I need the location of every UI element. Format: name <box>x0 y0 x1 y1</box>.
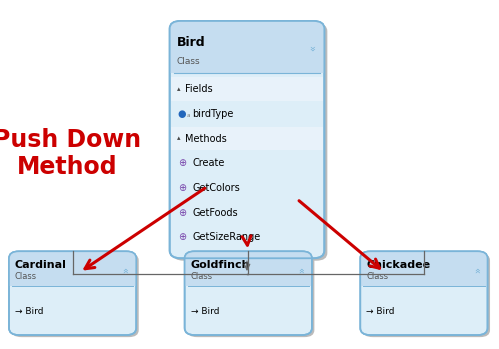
Text: ▴: ▴ <box>177 86 180 92</box>
Bar <box>9 269 136 287</box>
FancyBboxPatch shape <box>187 253 314 337</box>
Text: Cardinal: Cardinal <box>15 260 67 270</box>
FancyBboxPatch shape <box>170 21 324 73</box>
Text: ●: ● <box>178 109 187 119</box>
Text: ⊕: ⊕ <box>178 208 186 217</box>
FancyBboxPatch shape <box>11 253 139 337</box>
Text: → Bird: → Bird <box>15 307 43 316</box>
Text: Fields: Fields <box>185 84 212 94</box>
Text: »: » <box>121 267 131 273</box>
FancyBboxPatch shape <box>9 251 136 335</box>
Text: Class: Class <box>191 272 213 281</box>
FancyBboxPatch shape <box>363 253 490 337</box>
Text: Class: Class <box>177 57 200 66</box>
FancyBboxPatch shape <box>173 23 327 261</box>
Text: GetColors: GetColors <box>193 183 241 193</box>
Text: a: a <box>186 113 190 118</box>
Text: ⊕: ⊕ <box>178 232 186 242</box>
Bar <box>360 269 488 287</box>
Text: «: « <box>308 45 318 51</box>
FancyBboxPatch shape <box>185 251 312 335</box>
FancyBboxPatch shape <box>185 251 312 287</box>
FancyBboxPatch shape <box>170 21 324 258</box>
Bar <box>185 269 312 287</box>
Text: ⊕: ⊕ <box>178 158 186 168</box>
Bar <box>170 47 324 73</box>
FancyBboxPatch shape <box>360 251 488 287</box>
FancyBboxPatch shape <box>360 251 488 335</box>
Text: Class: Class <box>15 272 37 281</box>
Text: birdType: birdType <box>193 109 234 119</box>
Bar <box>171 127 323 150</box>
Text: Goldfinch: Goldfinch <box>191 260 250 270</box>
FancyBboxPatch shape <box>9 251 136 287</box>
Text: »: » <box>473 267 483 273</box>
Text: → Bird: → Bird <box>366 307 395 316</box>
Text: Create: Create <box>193 158 225 168</box>
Text: → Bird: → Bird <box>191 307 219 316</box>
Text: Bird: Bird <box>177 36 205 49</box>
Text: ▴: ▴ <box>177 135 180 142</box>
Bar <box>171 77 323 101</box>
Text: Chickadee: Chickadee <box>366 260 431 270</box>
Text: GetFoods: GetFoods <box>193 208 238 217</box>
Text: Push Down
Method: Push Down Method <box>0 128 141 179</box>
Text: GetSizeRange: GetSizeRange <box>193 232 261 242</box>
Text: ⊕: ⊕ <box>178 183 186 193</box>
Text: Class: Class <box>366 272 388 281</box>
Text: Methods: Methods <box>185 134 227 143</box>
Text: »: » <box>297 267 307 273</box>
